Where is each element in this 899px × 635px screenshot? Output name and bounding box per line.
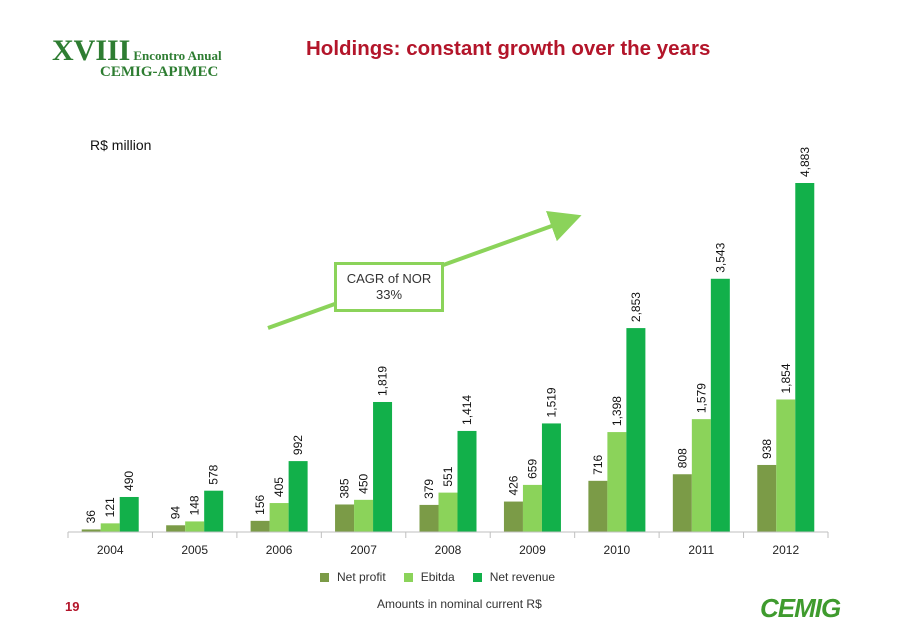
- logo-subtitle: CEMIG-APIMEC: [100, 64, 219, 80]
- bar-ebitda-2008: [438, 492, 458, 532]
- data-label-ebitda-2006: 405: [272, 477, 286, 497]
- data-label-net-profit-2004: 36: [84, 510, 98, 524]
- data-label-net-profit-2008: 379: [422, 479, 436, 499]
- legend-swatch-net-profit: [320, 572, 329, 582]
- bar-net-revenue-2009: [541, 423, 561, 532]
- x-tick-label-2006: 2006: [266, 543, 293, 557]
- data-label-net-profit-2007: 385: [338, 478, 352, 498]
- cagr-callout: CAGR of NOR 33%: [334, 262, 444, 312]
- bar-ebitda-2004: [100, 523, 120, 532]
- legend-label-net-revenue: Net revenue: [489, 570, 556, 584]
- bar-ebitda-2009: [522, 484, 542, 532]
- x-tick-label-2007: 2007: [350, 543, 377, 557]
- data-label-ebitda-2010: 1,398: [610, 396, 624, 426]
- bar-net-revenue-2008: [457, 430, 477, 532]
- footnote: Amounts in nominal current R$: [377, 597, 542, 611]
- bar-ebitda-2011: [691, 419, 711, 532]
- bar-net-profit-2006: [250, 520, 270, 532]
- bar-net-profit-2005: [166, 525, 186, 532]
- bar-net-profit-2012: [757, 464, 777, 532]
- x-tick-label-2010: 2010: [604, 543, 631, 557]
- data-label-ebitda-2012: 1,854: [779, 363, 793, 393]
- callout-line2: 33%: [375, 287, 403, 302]
- bar-net-revenue-2010: [626, 328, 646, 532]
- legend-label-net-profit: Net profit: [337, 570, 386, 584]
- data-label-net-revenue-2008: 1,414: [460, 395, 474, 425]
- x-tick-label-2004: 2004: [97, 543, 124, 557]
- data-label-ebitda-2008: 551: [441, 466, 455, 486]
- bar-net-profit-2010: [588, 480, 608, 532]
- x-tick-label-2011: 2011: [688, 543, 714, 557]
- legend-label-ebitda: Ebitda: [420, 570, 455, 584]
- page-number: 19: [65, 599, 80, 614]
- data-label-net-revenue-2005: 578: [207, 464, 221, 484]
- bar-net-revenue-2006: [288, 461, 308, 532]
- bar-net-profit-2004: [81, 529, 101, 532]
- callout-line1: CAGR of NOR: [346, 271, 432, 286]
- value-labels-group: 36 121 490 94 148 578 156 405 992 385 450 1,819 379 5…: [84, 147, 812, 524]
- data-label-ebitda-2011: 1,579: [694, 383, 708, 413]
- logo-event-text: Encontro Anual: [133, 48, 222, 63]
- data-label-ebitda-2005: 148: [188, 495, 202, 515]
- bar-net-profit-2007: [335, 504, 355, 532]
- bar-net-revenue-2004: [119, 496, 139, 532]
- legend-item-ebitda: Ebitda: [403, 570, 455, 584]
- legend-swatch-ebitda: [403, 572, 413, 582]
- slide-title: Holdings: constant growth over the years: [306, 37, 711, 60]
- data-label-net-revenue-2012: 4,883: [798, 147, 812, 177]
- x-tick-label-2009: 2009: [519, 543, 546, 557]
- data-label-ebitda-2007: 450: [357, 473, 371, 493]
- legend-item-net-revenue: Net revenue: [472, 570, 556, 584]
- data-label-net-profit-2011: 808: [675, 448, 689, 468]
- legend-swatch-net-revenue: [472, 572, 482, 582]
- data-label-net-revenue-2011: 3,543: [713, 242, 727, 272]
- legend-item-net-profit: Net profit: [320, 570, 386, 584]
- data-label-net-profit-2010: 716: [591, 454, 605, 474]
- bar-net-revenue-2011: [710, 278, 730, 532]
- data-label-net-profit-2009: 426: [506, 475, 520, 495]
- data-label-net-revenue-2007: 1,819: [376, 366, 390, 396]
- data-label-ebitda-2004: 121: [103, 497, 117, 517]
- logo-roman-numeral: XVIII: [52, 34, 131, 67]
- x-axis-ticks: [67, 532, 829, 538]
- bar-net-revenue-2007: [373, 401, 393, 532]
- unit-label: R$ million: [90, 137, 152, 153]
- data-label-net-revenue-2006: 992: [291, 435, 305, 455]
- data-label-net-profit-2005: 94: [169, 506, 183, 520]
- data-label-net-revenue-2009: 1,519: [544, 387, 558, 417]
- data-label-net-profit-2006: 156: [253, 495, 267, 515]
- bar-ebitda-2012: [776, 399, 796, 532]
- data-label-net-revenue-2010: 2,853: [629, 292, 643, 322]
- bar-ebitda-2007: [354, 499, 374, 532]
- bar-net-profit-2008: [419, 504, 439, 532]
- x-tick-label-2005: 2005: [181, 543, 208, 557]
- bar-net-profit-2009: [503, 501, 523, 532]
- data-label-net-revenue-2004: 490: [122, 471, 136, 491]
- bar-net-revenue-2005: [204, 490, 224, 532]
- x-axis-labels: 2004 2005 2006 2007 2008 2009 2010 2011 2012: [97, 543, 800, 557]
- data-label-net-profit-2012: 938: [760, 439, 774, 459]
- bar-ebitda-2006: [269, 503, 289, 532]
- chart-legend: Net profit Ebitda Net revenue: [320, 570, 573, 584]
- cemig-logo: CEMIG: [760, 593, 841, 623]
- x-tick-label-2008: 2008: [435, 543, 462, 557]
- data-label-ebitda-2009: 659: [525, 459, 539, 479]
- x-tick-label-2012: 2012: [772, 543, 799, 557]
- bar-net-revenue-2012: [795, 183, 815, 532]
- bar-ebitda-2010: [607, 432, 627, 532]
- bars-group: [81, 183, 815, 532]
- event-logo: XVIII Encontro Anual CEMIG-APIMEC: [52, 34, 222, 81]
- bar-net-profit-2011: [672, 474, 692, 532]
- bar-ebitda-2005: [185, 521, 205, 532]
